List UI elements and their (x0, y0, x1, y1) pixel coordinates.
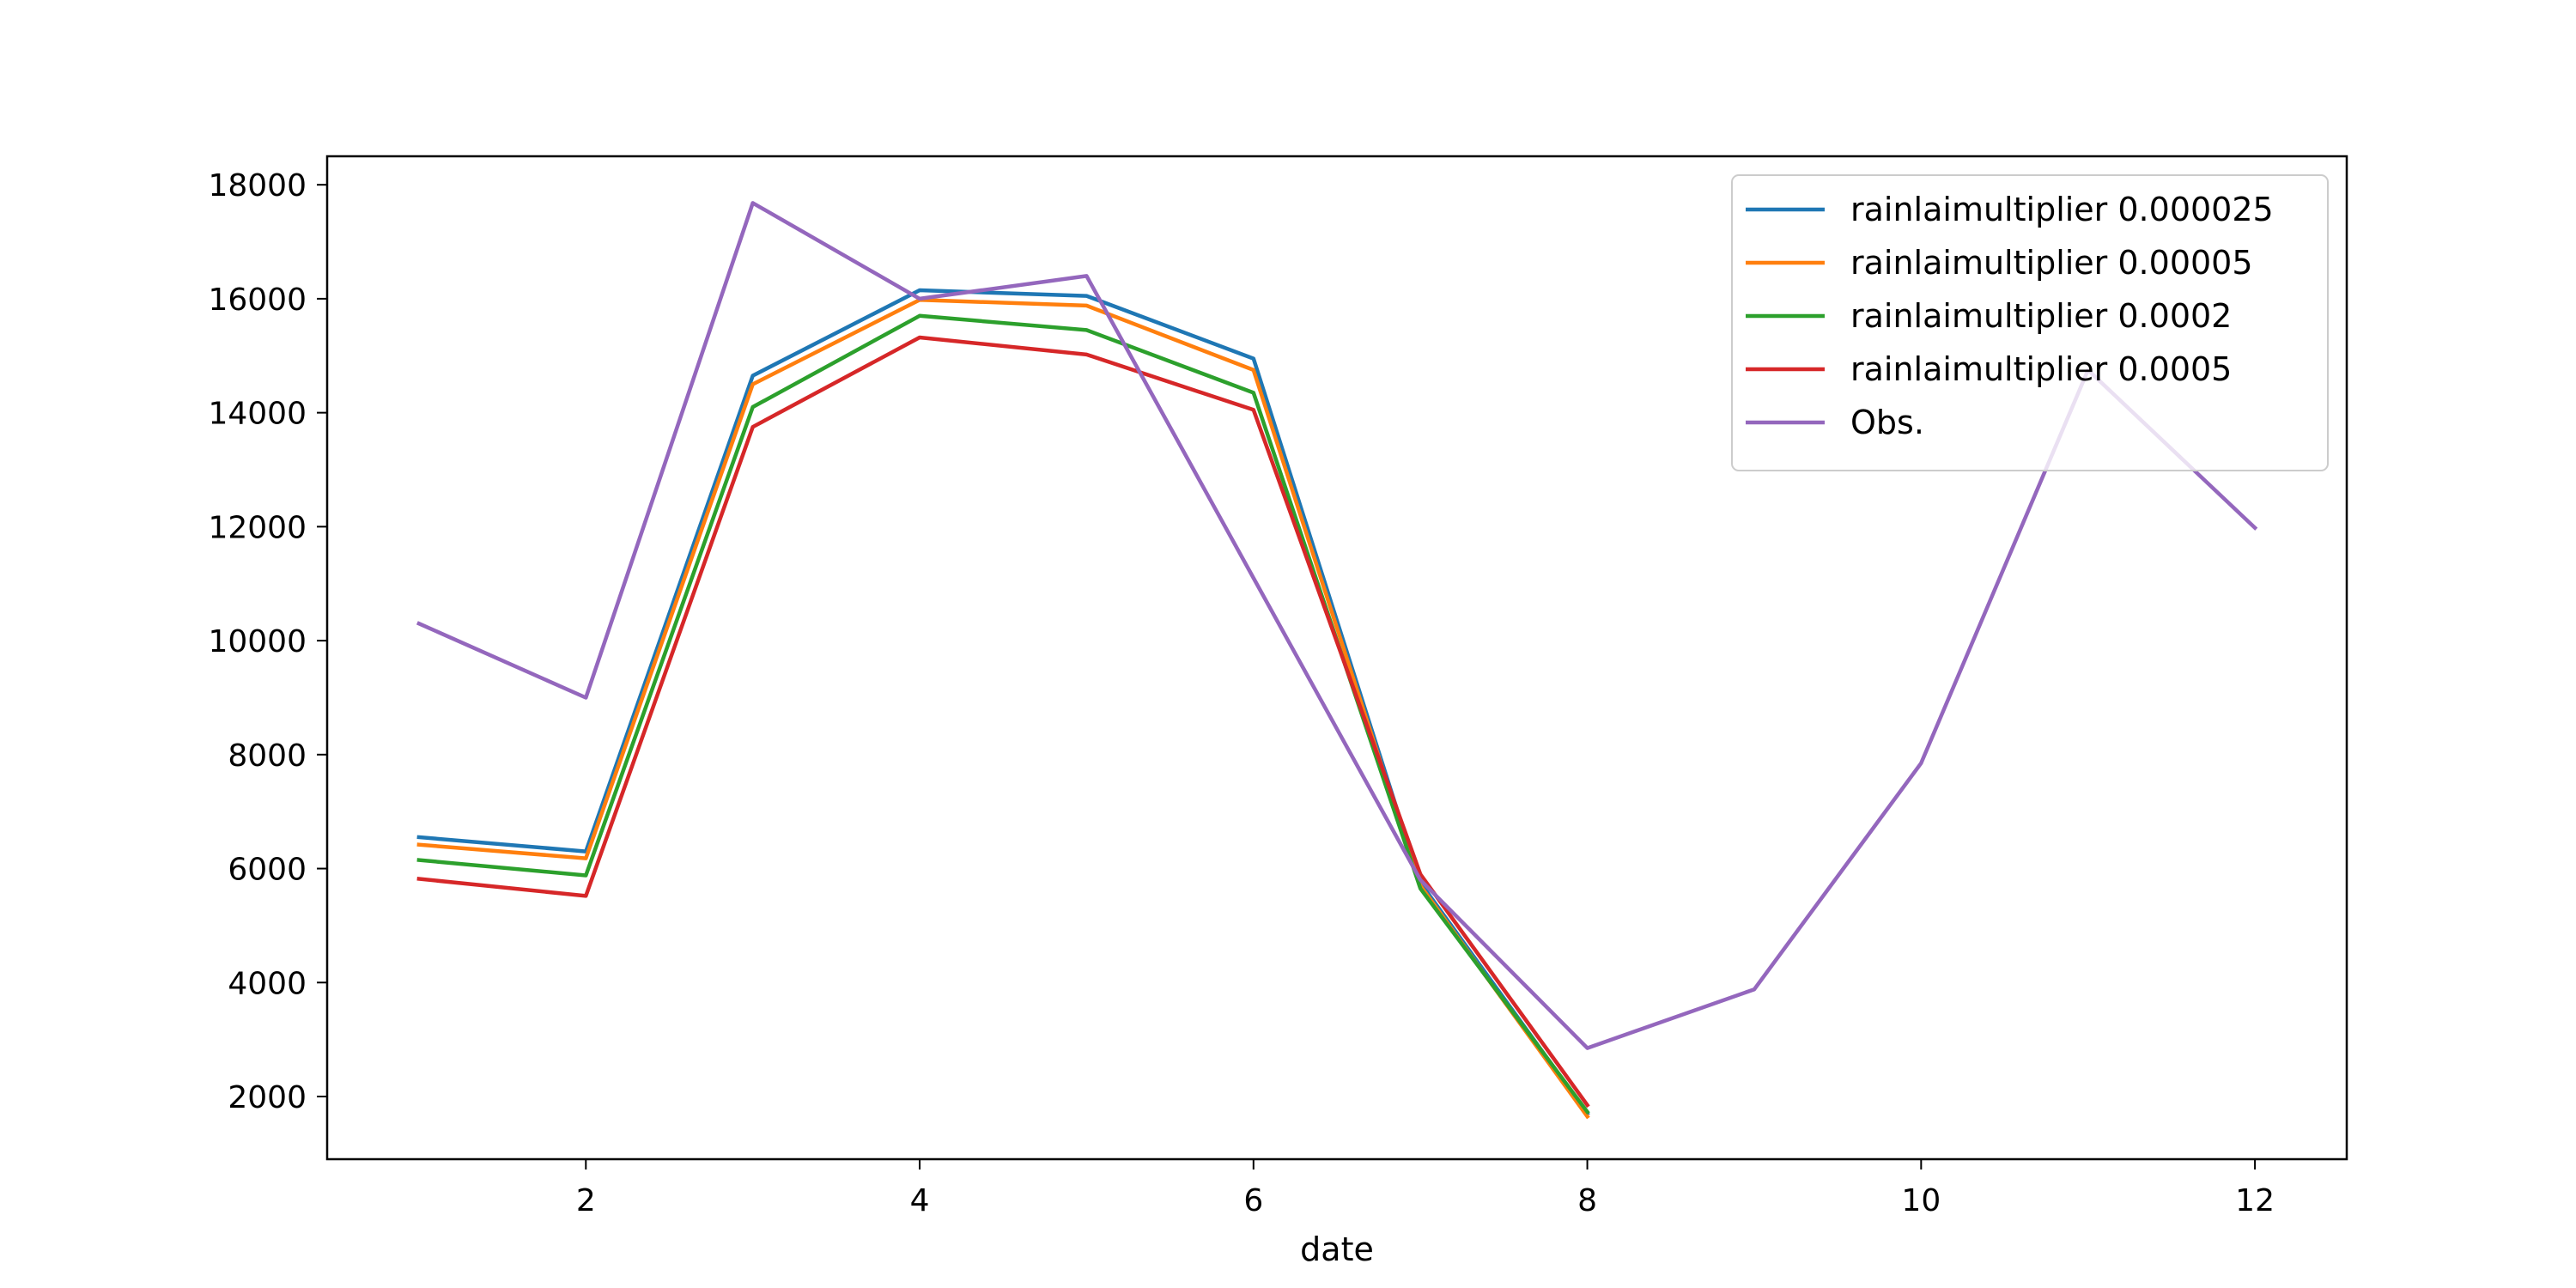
series-line-1 (416, 297, 1590, 1120)
x-tick-label: 8 (1577, 1183, 1597, 1218)
y-tick-label: 6000 (228, 853, 307, 888)
y-tick-label: 12000 (208, 510, 307, 545)
y-tick-label: 14000 (208, 397, 307, 432)
legend: rainlaimultiplier 0.000025 rainlaimultipl… (1731, 174, 2329, 471)
series-line-2 (416, 313, 1590, 1115)
legend-entry-1: rainlaimultiplier 0.00005 (1850, 244, 2253, 282)
legend-box (1731, 174, 2329, 471)
plot-lines (416, 201, 2258, 1120)
y-tick-label: 16000 (208, 283, 307, 318)
y-axis: 2000 4000 6000 8000 10000 12000 14000 16000 1800… (208, 168, 327, 1115)
legend-entry-0: rainlaimultiplier 0.000025 (1850, 191, 2274, 228)
legend-entry-3: rainlaimultiplier 0.0005 (1850, 350, 2232, 388)
y-tick-label: 10000 (208, 624, 307, 659)
legend-entry-4: Obs. (1850, 404, 1924, 441)
x-tick-label: 6 (1243, 1183, 1263, 1218)
x-tick-label: 10 (1901, 1183, 1941, 1218)
legend-entry-2: rainlaimultiplier 0.0002 (1850, 297, 2232, 335)
plot-frame (325, 155, 2348, 1161)
x-tick-label: 2 (576, 1183, 596, 1218)
series-line-4 (416, 201, 2258, 1050)
y-tick-label: 2000 (228, 1080, 307, 1115)
x-axis-label: date (1300, 1230, 1374, 1268)
y-tick-label: 4000 (228, 966, 307, 1001)
series-line-0 (416, 288, 1590, 1117)
x-tick-label: 4 (910, 1183, 930, 1218)
x-tick-label: 12 (2235, 1183, 2275, 1218)
y-tick-label: 18000 (208, 168, 307, 204)
y-tick-label: 8000 (228, 738, 307, 774)
x-axis: 2 4 6 8 10 12 (576, 1159, 2275, 1218)
series-line-3 (416, 335, 1590, 1109)
